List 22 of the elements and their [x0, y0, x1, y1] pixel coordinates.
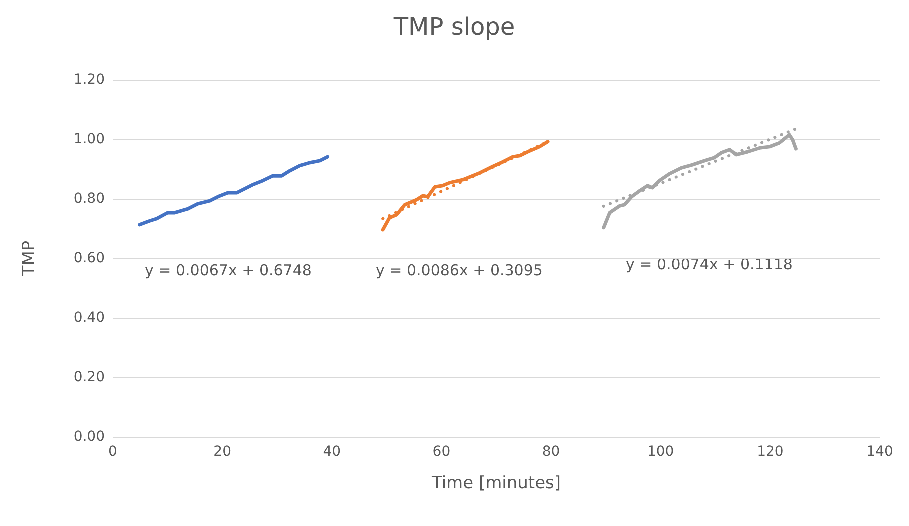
- x-tick-label: 60: [432, 444, 451, 460]
- y-tick-label: 0.80: [74, 191, 105, 207]
- y-tick-label: 1.00: [74, 132, 105, 148]
- annotation: y = 0.0067x + 0.6748: [145, 262, 312, 280]
- x-tick-label: 80: [542, 444, 560, 460]
- y-tick-label: 0.40: [74, 310, 105, 326]
- annotation: y = 0.0086x + 0.3095: [376, 262, 543, 280]
- line-series: [138, 155, 330, 227]
- x-tick-label: 140: [866, 444, 894, 460]
- y-axis-title: TMP: [20, 240, 40, 278]
- y-tick-label: 1.20: [74, 72, 105, 88]
- x-tick-label: 100: [647, 444, 674, 460]
- x-axis-title: Time [minutes]: [430, 474, 562, 494]
- x-tick-label: 0: [108, 444, 118, 460]
- y-tick-label: 0.60: [74, 250, 105, 266]
- chart-title: TMP slope: [392, 13, 516, 41]
- x-tick-label: 20: [214, 444, 232, 460]
- x-tick-label: 120: [757, 444, 784, 460]
- x-tick-label: 40: [323, 444, 342, 460]
- y-tick-label: 0.00: [74, 429, 105, 445]
- y-tick-label: 0.20: [74, 370, 105, 386]
- annotation: y = 0.0074x + 0.1118: [626, 256, 793, 274]
